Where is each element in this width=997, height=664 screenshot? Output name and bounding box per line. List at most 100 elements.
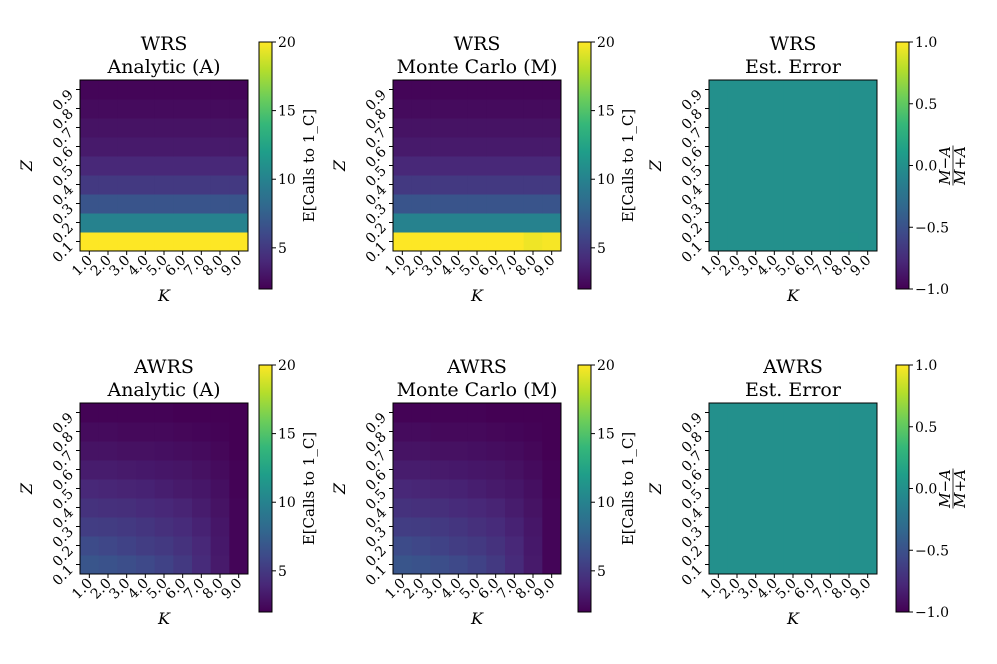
heatmap-cell bbox=[98, 555, 118, 575]
heatmap-cell bbox=[486, 498, 506, 518]
heatmap-cell bbox=[393, 441, 413, 461]
heatmap-cell bbox=[154, 536, 174, 556]
heatmap-cell bbox=[765, 99, 785, 119]
heatmap-cell bbox=[542, 422, 562, 442]
heatmap-cell bbox=[136, 80, 156, 100]
heatmap-cell bbox=[411, 536, 431, 556]
heatmap-cell bbox=[821, 422, 841, 442]
heatmap-cell bbox=[80, 422, 100, 442]
x-tick-label: 9.0 bbox=[218, 253, 245, 280]
heatmap-cell bbox=[430, 422, 450, 442]
colorbar-label: M−AM+A bbox=[936, 468, 969, 509]
heatmap-cell bbox=[727, 80, 747, 100]
heatmap-cell bbox=[486, 156, 506, 176]
heatmap-cell bbox=[727, 498, 747, 518]
heatmap-cell bbox=[449, 118, 469, 138]
heatmap-cell bbox=[154, 441, 174, 461]
heatmap-cell bbox=[173, 403, 193, 423]
heatmap-cell bbox=[467, 118, 487, 138]
heatmap-cell bbox=[117, 498, 137, 518]
heatmap-cell bbox=[523, 80, 543, 100]
heatmap-cell bbox=[430, 232, 450, 252]
heatmap-cell bbox=[727, 422, 747, 442]
heatmap-cell bbox=[505, 137, 525, 157]
colorbar-tick-label: 15 bbox=[278, 104, 296, 120]
heatmap-cell bbox=[229, 156, 249, 176]
heatmap-cell bbox=[523, 213, 543, 233]
colorbar-tick-label: 0.5 bbox=[915, 97, 937, 113]
heatmap-cell bbox=[98, 213, 118, 233]
colorbar-tick-label: 10 bbox=[597, 495, 615, 511]
heatmap-cell bbox=[117, 156, 137, 176]
heatmap-cell bbox=[746, 479, 766, 499]
heatmap-cell bbox=[449, 441, 469, 461]
heatmap-cell bbox=[505, 498, 525, 518]
heatmap-cell bbox=[136, 99, 156, 119]
heatmap-cell bbox=[486, 213, 506, 233]
colorbar-tick-label: −0.5 bbox=[915, 543, 949, 559]
heatmap-cell bbox=[210, 422, 230, 442]
heatmap-cell bbox=[486, 403, 506, 423]
heatmap-cell bbox=[154, 80, 174, 100]
heatmap-cell bbox=[783, 498, 803, 518]
heatmap-cell bbox=[486, 194, 506, 214]
heatmap-cell bbox=[80, 555, 100, 575]
heatmap-cell bbox=[154, 232, 174, 252]
heatmap-cell bbox=[449, 137, 469, 157]
heatmap-cell bbox=[486, 422, 506, 442]
panel-subtitle: Est. Error bbox=[745, 56, 842, 78]
heatmap-cell bbox=[173, 536, 193, 556]
colorbar-label-numerator: M−A bbox=[936, 469, 954, 509]
heatmap-cell bbox=[98, 441, 118, 461]
heatmap-cell bbox=[821, 536, 841, 556]
heatmap-cell bbox=[411, 137, 431, 157]
heatmap-cell bbox=[80, 536, 100, 556]
heatmap-cell bbox=[98, 232, 118, 252]
heatmap-cell bbox=[542, 441, 562, 461]
heatmap-cell bbox=[821, 555, 841, 575]
panel-title: WRS bbox=[454, 33, 501, 55]
heatmap-cell bbox=[136, 232, 156, 252]
heatmap-cell bbox=[839, 213, 859, 233]
heatmap-cell bbox=[523, 536, 543, 556]
heatmap-cell bbox=[411, 118, 431, 138]
heatmap-cell bbox=[727, 194, 747, 214]
heatmap-cell bbox=[192, 403, 212, 423]
heatmap-cell bbox=[542, 232, 562, 252]
heatmap-cell bbox=[136, 555, 156, 575]
heatmap-cell bbox=[393, 422, 413, 442]
heatmap-cell bbox=[783, 422, 803, 442]
heatmap-cell bbox=[117, 80, 137, 100]
heatmap-cell bbox=[505, 403, 525, 423]
heatmap-cell bbox=[210, 441, 230, 461]
heatmap-cell bbox=[117, 460, 137, 480]
heatmap-cell bbox=[173, 498, 193, 518]
heatmap-cell bbox=[430, 555, 450, 575]
heatmap-cell bbox=[523, 99, 543, 119]
colorbar-tick-label: 5 bbox=[278, 564, 287, 580]
heatmap-cell bbox=[192, 232, 212, 252]
heatmap-cell bbox=[858, 422, 878, 442]
heatmap-cell bbox=[486, 99, 506, 119]
heatmap-cell bbox=[505, 555, 525, 575]
heatmap-cell bbox=[393, 517, 413, 537]
x-axis-label: K bbox=[157, 286, 171, 305]
heatmap-cell bbox=[98, 80, 118, 100]
heatmap-cell bbox=[727, 232, 747, 252]
colorbar-frame bbox=[258, 364, 273, 613]
heatmap-cell bbox=[821, 460, 841, 480]
heatmap-cell bbox=[486, 555, 506, 575]
heatmap-cell bbox=[746, 422, 766, 442]
heatmap-cell bbox=[173, 118, 193, 138]
heatmap-cell bbox=[802, 517, 822, 537]
heatmap-cell bbox=[467, 99, 487, 119]
colorbar-tick-label: −1.0 bbox=[915, 605, 949, 621]
y-tick-label: 0.9 bbox=[363, 410, 390, 437]
heatmap-cell bbox=[542, 479, 562, 499]
heatmap-cell bbox=[393, 479, 413, 499]
heatmap-cell bbox=[765, 213, 785, 233]
heatmap-cell bbox=[523, 175, 543, 195]
y-axis-label: Z bbox=[17, 482, 36, 495]
heatmap-cell bbox=[821, 194, 841, 214]
